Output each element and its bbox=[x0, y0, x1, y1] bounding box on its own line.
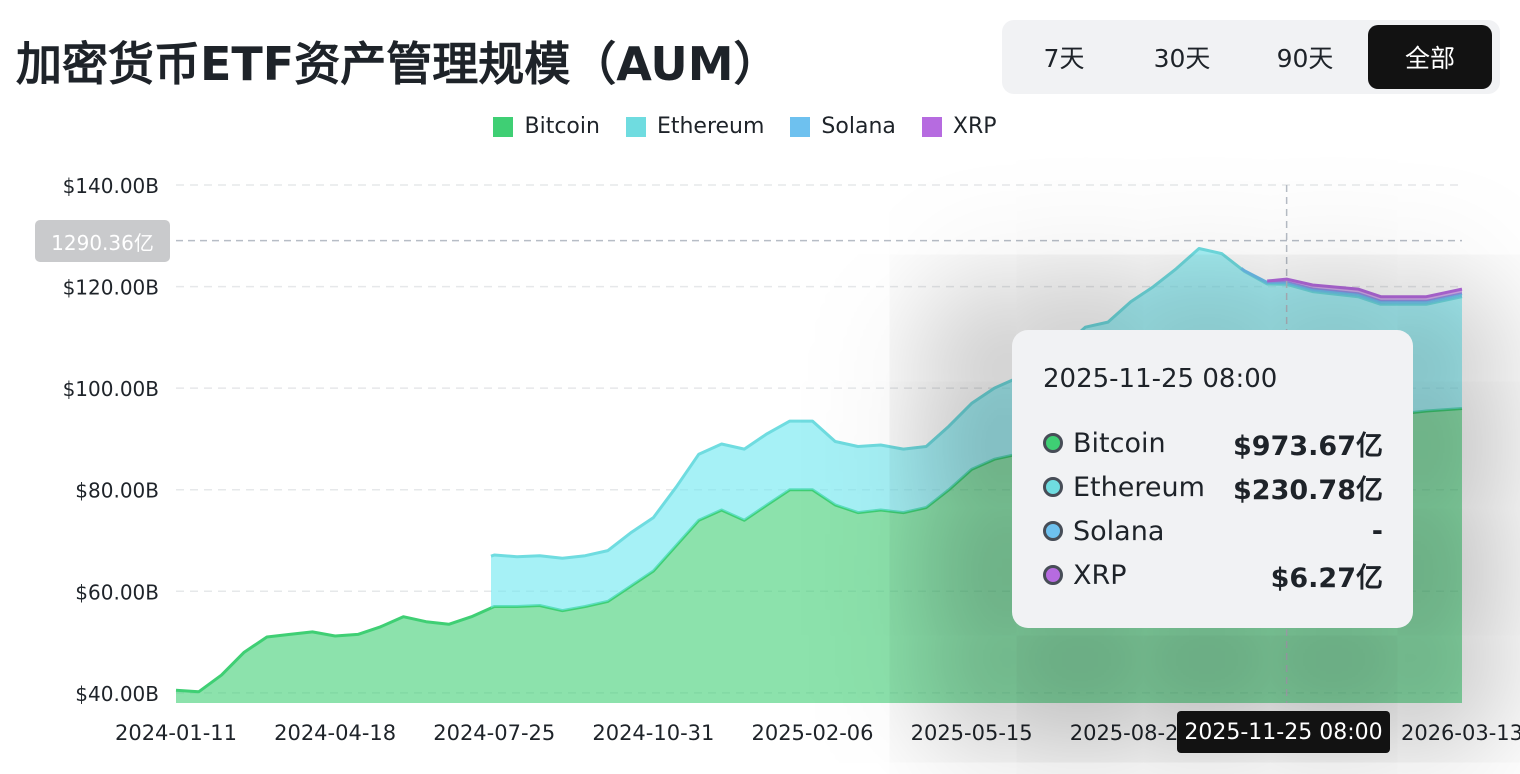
tooltip-dot-bitcoin bbox=[1043, 433, 1063, 453]
y-tick-label: $80.00B bbox=[75, 479, 159, 503]
legend-swatch-bitcoin bbox=[493, 116, 514, 137]
chart-tooltip: 2025-11-25 08:00 Bitcoin $973.67亿 Ethere… bbox=[1012, 330, 1413, 628]
tooltip-row-solana: Solana - bbox=[1043, 509, 1383, 553]
x-tick-label: 2024-07-25 bbox=[433, 721, 555, 745]
crosshair-x-label: 2025-11-25 08:00 bbox=[1177, 711, 1390, 753]
range-tab-7d[interactable]: 7天 bbox=[1043, 44, 1085, 73]
legend-item-bitcoin[interactable]: Bitcoin bbox=[493, 114, 600, 139]
tooltip-row-bitcoin: Bitcoin $973.67亿 bbox=[1043, 421, 1383, 465]
range-tab-all[interactable]: 全部 bbox=[1368, 25, 1492, 89]
legend-item-xrp[interactable]: XRP bbox=[921, 114, 997, 139]
legend-label-ethereum: Ethereum bbox=[656, 114, 765, 139]
tooltip-dot-solana bbox=[1043, 521, 1063, 541]
chart-legend: Bitcoin Ethereum Solana XRP bbox=[0, 114, 1520, 139]
x-tick-label: 2025-08-21 bbox=[1070, 721, 1192, 745]
x-tick-label: 2024-01-11 bbox=[115, 721, 237, 745]
series-line-xrp bbox=[1267, 277, 1463, 299]
tooltip-row-xrp: XRP $6.27亿 bbox=[1043, 553, 1383, 597]
y-tick-label: $40.00B bbox=[75, 682, 159, 706]
range-tab-30d[interactable]: 30天 bbox=[1153, 44, 1211, 73]
range-tab-90d[interactable]: 90天 bbox=[1276, 44, 1334, 73]
tooltip-dot-ethereum bbox=[1043, 477, 1063, 497]
legend-item-ethereum[interactable]: Ethereum bbox=[625, 114, 765, 139]
page-title: 加密货币ETF资产管理规模（AUM） bbox=[16, 37, 780, 91]
series-area-solana bbox=[1241, 268, 1462, 305]
tooltip-row-ethereum: Ethereum $230.78亿 bbox=[1043, 465, 1383, 509]
legend-item-solana[interactable]: Solana bbox=[790, 114, 896, 139]
y-tick-label: $120.00B bbox=[63, 276, 159, 300]
tooltip-value-xrp: $6.27亿 bbox=[1270, 562, 1383, 594]
tooltip-name-solana: Solana bbox=[1073, 515, 1165, 547]
y-axis-ticks: $140.00B $120.00B $100.00B $80.00B $60.00B $4… bbox=[63, 174, 159, 706]
legend-label-solana: Solana bbox=[821, 114, 896, 139]
tooltip-name-bitcoin: Bitcoin bbox=[1073, 427, 1166, 459]
x-tick-label: 2025-02-06 bbox=[751, 721, 873, 745]
tooltip-dot-xrp bbox=[1043, 565, 1063, 585]
crosshair-y-label: 1290.36亿 bbox=[35, 220, 170, 262]
y-tick-label: $60.00B bbox=[75, 580, 159, 604]
tooltip-name-xrp: XRP bbox=[1073, 559, 1127, 591]
time-range-selector: 7天 30天 90天 全部 bbox=[1002, 20, 1500, 94]
legend-label-bitcoin: Bitcoin bbox=[524, 114, 600, 139]
legend-swatch-xrp bbox=[921, 116, 942, 137]
tooltip-time: 2025-11-25 08:00 bbox=[1043, 364, 1278, 394]
legend-label-xrp: XRP bbox=[952, 114, 997, 139]
y-tick-label: $100.00B bbox=[63, 377, 159, 401]
legend-swatch-ethereum bbox=[625, 116, 646, 137]
tooltip-name-ethereum: Ethereum bbox=[1073, 471, 1205, 503]
tooltip-value-bitcoin: $973.67亿 bbox=[1233, 430, 1383, 462]
x-tick-label: 2025-05-15 bbox=[911, 721, 1033, 745]
x-tick-label: 2024-04-18 bbox=[274, 721, 396, 745]
y-tick-label: $140.00B bbox=[63, 174, 159, 198]
x-tick-label: 2026-03-13 bbox=[1401, 721, 1520, 745]
tooltip-value-ethereum: $230.78亿 bbox=[1233, 474, 1383, 506]
tooltip-value-solana: - bbox=[1371, 515, 1383, 547]
x-tick-label: 2024-10-31 bbox=[592, 721, 714, 745]
legend-swatch-solana bbox=[790, 116, 811, 137]
